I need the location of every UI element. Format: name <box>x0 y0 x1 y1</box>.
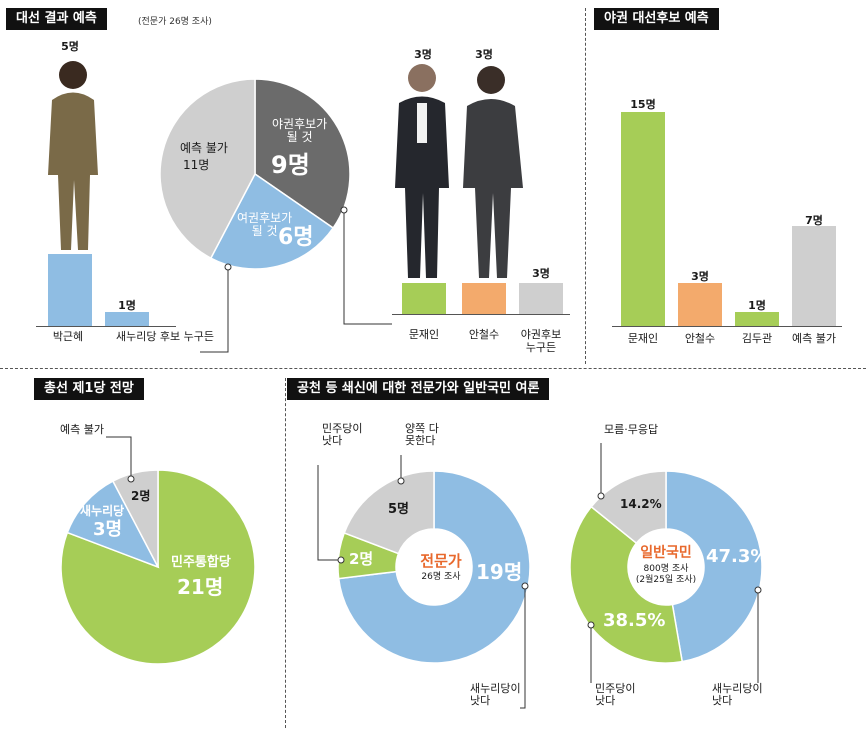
bar-count-label: 5명 <box>61 40 79 53</box>
category-label: 안철수 <box>468 328 500 341</box>
connector-line <box>520 586 526 709</box>
expert-center-title: 전문가 <box>420 552 462 570</box>
public-pct-minju: 38.5% <box>603 610 666 631</box>
bar-moon <box>621 111 665 326</box>
connector-line <box>317 465 341 561</box>
pie-label-unknown: 예측 불가 <box>180 141 228 155</box>
category-label: 예측 불가 <box>792 332 836 345</box>
expert-count-saenuri: 19명 <box>476 560 523 584</box>
bar-park <box>48 254 92 326</box>
expert-saenuri-better: 새누리당이 낫다 <box>470 682 521 708</box>
connector-dot <box>521 582 529 590</box>
bar-count-label: 3명 <box>532 267 550 280</box>
bar-moon <box>402 283 446 314</box>
category-label: 박근혜 <box>52 330 84 343</box>
connector-dot <box>224 263 232 271</box>
panel1-title: 대선 결과 예측 <box>6 8 107 30</box>
connector-dot <box>754 586 762 594</box>
bar-count-label: 3명 <box>475 48 493 61</box>
panel1-note: (전문가 26명 조사) <box>138 17 212 27</box>
connector-dot <box>397 477 405 485</box>
category-label: 문재인 <box>627 332 659 345</box>
expert-center-sub: 26명 조사 <box>421 572 461 582</box>
public-pct-saenuri: 47.3% <box>706 546 769 567</box>
bar-kim <box>735 311 779 326</box>
expert-both-not: 양쪽 다 못한다 <box>405 422 439 448</box>
pie3-label-saenuri: 새누리당 <box>80 504 125 518</box>
panel3-title: 총선 제1당 전망 <box>34 378 144 400</box>
bar-count-label: 3명 <box>691 270 709 283</box>
category-label: 김두관 <box>741 332 773 345</box>
public-center-sub1: 800명 조사 <box>643 564 689 574</box>
park-geunhye-photo <box>48 61 98 250</box>
public-center-title: 일반국민 <box>640 545 692 561</box>
axis-baseline <box>36 326 176 327</box>
ahn-cheolsoo-photo <box>463 66 523 278</box>
connector-dot <box>340 206 348 214</box>
pie-count-unknown: 11명 <box>183 158 210 172</box>
moon-jaein-photo <box>395 64 449 278</box>
axis-baseline <box>612 326 842 327</box>
category-label: 야권후보 누구든 <box>520 328 562 354</box>
panel-divider <box>0 368 866 369</box>
bar-saenuri-anyone <box>105 311 149 326</box>
pie-count-ruling: 6명 <box>278 225 314 250</box>
bar-count-label: 3명 <box>414 48 432 61</box>
expert-count-both: 5명 <box>388 502 410 517</box>
pie3-count-unknown: 2명 <box>131 489 151 503</box>
category-label: 안철수 <box>684 332 716 345</box>
axis-baseline <box>392 314 570 315</box>
bar-count-label: 1명 <box>118 299 136 312</box>
panel-divider <box>285 378 286 728</box>
pie3-count-saenuri: 3명 <box>93 519 123 540</box>
connector-line <box>343 210 392 325</box>
pie3-label-unknown: 예측 불가 <box>60 423 104 436</box>
public-center-sub2: (2월25일 조사) <box>635 575 697 585</box>
public-saenuri-better: 새누리당이 낫다 <box>712 682 763 708</box>
bar-opposition-anyone <box>519 283 563 314</box>
connector-dot <box>337 556 345 564</box>
connector-dot <box>597 492 605 500</box>
category-label: 문재인 <box>408 328 440 341</box>
pie-label-ruling: 여권후보가 될 것 <box>237 211 293 239</box>
pie-count-opposition: 9명 <box>271 151 310 179</box>
bar-ahn <box>678 283 722 326</box>
expert-count-minju: 2명 <box>349 550 374 568</box>
bar-ahn <box>462 283 506 314</box>
expert-minju-better: 민주당이 낫다 <box>322 422 363 448</box>
category-label: 새누리당 후보 누구든 <box>115 330 215 343</box>
panel4-title: 공천 등 쇄신에 대한 전문가와 일반국민 여론 <box>287 378 550 400</box>
public-pct-dont-know: 14.2% <box>620 497 662 511</box>
pie-label-opposition: 야권후보가 될 것 <box>272 117 328 145</box>
connector-line <box>106 436 132 479</box>
connector-dot <box>587 621 595 629</box>
public-dont-know: 모름·무응답 <box>604 423 659 436</box>
bar-count-label: 1명 <box>748 299 766 312</box>
pie3-count-minju: 21명 <box>177 575 224 599</box>
panel-divider <box>585 8 586 364</box>
bar-count-label: 15명 <box>630 98 656 111</box>
connector-dot <box>127 475 135 483</box>
public-minju-better: 민주당이 낫다 <box>595 682 636 708</box>
bar-unknown <box>792 225 836 326</box>
pie3-label-minju: 민주통합당 <box>171 555 231 570</box>
panel2-title: 야권 대선후보 예측 <box>594 8 719 30</box>
bar-count-label: 7명 <box>805 214 823 227</box>
